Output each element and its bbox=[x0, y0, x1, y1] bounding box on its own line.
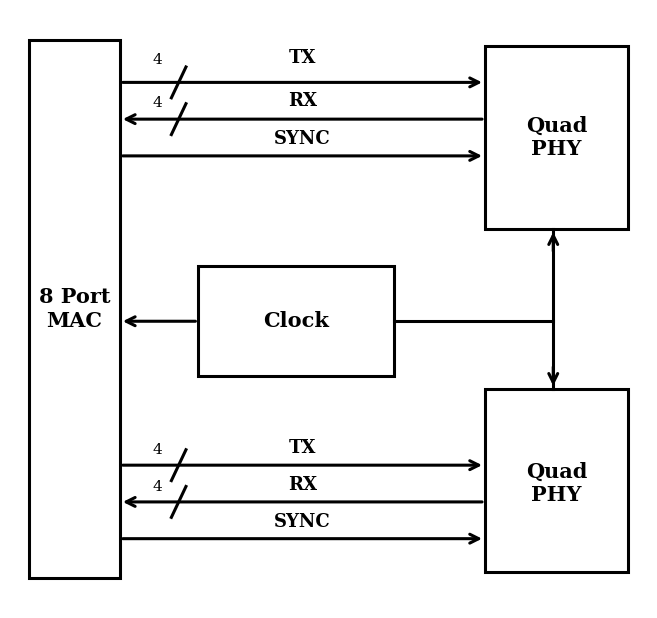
Text: 4: 4 bbox=[152, 480, 162, 494]
Text: 4: 4 bbox=[152, 96, 162, 110]
Text: SYNC: SYNC bbox=[274, 513, 331, 531]
Bar bbox=[198, 266, 394, 376]
Text: 4: 4 bbox=[152, 53, 162, 67]
Text: TX: TX bbox=[288, 49, 316, 67]
Text: RX: RX bbox=[288, 476, 317, 494]
Text: 4: 4 bbox=[152, 443, 162, 457]
Text: Quad
PHY: Quad PHY bbox=[526, 462, 587, 505]
Bar bbox=[485, 389, 628, 572]
Bar bbox=[485, 46, 628, 229]
Text: RX: RX bbox=[288, 92, 317, 110]
Text: Clock: Clock bbox=[263, 311, 329, 331]
Text: SYNC: SYNC bbox=[274, 130, 331, 148]
Text: TX: TX bbox=[288, 439, 316, 457]
Text: Quad
PHY: Quad PHY bbox=[526, 116, 587, 159]
Text: 8 Port
MAC: 8 Port MAC bbox=[39, 287, 110, 331]
Bar bbox=[29, 40, 120, 578]
